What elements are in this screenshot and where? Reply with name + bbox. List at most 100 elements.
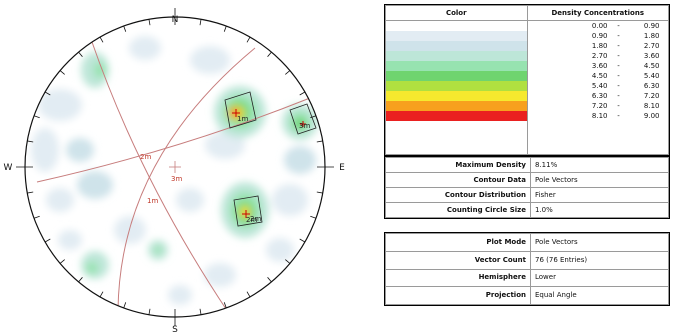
- legend-range-min: 1.80: [591, 41, 608, 50]
- degree-tick: [199, 308, 202, 315]
- degree-tick: [44, 91, 51, 96]
- legend-range-min: 2.70: [591, 51, 608, 60]
- degree-tick: [33, 215, 40, 219]
- legend-range-min: 6.30: [591, 91, 608, 100]
- legend-swatch: [386, 21, 527, 31]
- info-row: Contour Data Pole Vectors: [385, 172, 669, 188]
- degree-tick: [78, 277, 83, 283]
- degree-tick: [267, 277, 272, 283]
- legend-range-max: 7.20: [643, 91, 660, 100]
- degree-tick: [246, 291, 251, 298]
- degree-tick: [316, 191, 323, 194]
- legend-range-row: 4.50- 5.40: [528, 71, 669, 81]
- degree-ticks: [27, 19, 323, 315]
- legend-range-max: 0.90: [643, 21, 660, 30]
- degree-tick: [285, 70, 291, 75]
- degree-tick: [148, 308, 151, 315]
- info-value: Fisher: [530, 187, 669, 203]
- degree-tick: [285, 259, 291, 264]
- legend-range-dash: -: [617, 21, 620, 30]
- west-label: W: [4, 163, 13, 173]
- set-windows: [224, 91, 317, 227]
- info-value: 1.0%: [530, 202, 669, 218]
- legend-range-row: 1.80- 2.70: [528, 41, 669, 51]
- degree-tick: [44, 238, 51, 243]
- degree-tick: [123, 25, 127, 32]
- legend-range-min: 4.50: [591, 71, 608, 80]
- set-label: 3m: [299, 122, 310, 130]
- degree-tick: [299, 91, 306, 96]
- info-row: Maximum Density 8.11%: [385, 157, 669, 173]
- great-circles: [36, 41, 311, 313]
- legend-swatch: [386, 91, 527, 101]
- mean-pole-markers: [232, 109, 306, 218]
- stereonet-plot: N S W E 1m 2m 3m 2m 1m 3m 2m: [4, 8, 345, 334]
- degree-tick: [78, 51, 83, 57]
- degree-tick: [310, 215, 317, 219]
- plot-info-table: Plot Mode Pole Vectors Vector Count 76 (76 …: [384, 232, 670, 306]
- legend-range-dash: -: [617, 71, 620, 80]
- degree-tick: [148, 19, 151, 26]
- set-label: 2m: [250, 215, 261, 223]
- degree-tick: [27, 140, 34, 143]
- degree-tick: [59, 70, 65, 75]
- legend-range-max: 2.70: [643, 41, 660, 50]
- legend-ranges: 0.00-0.90 0.90-1.80 1.80-2.70 2.70-3.60 3.60…: [526, 20, 669, 155]
- density-legend: Color Density Concentrations 0.00-0.90 0.…: [384, 4, 670, 156]
- degree-tick: [199, 19, 202, 26]
- degree-tick: [59, 259, 65, 264]
- info-row: Contour Distribution Fisher: [385, 187, 669, 203]
- info-label: Counting Circle Size: [385, 202, 531, 218]
- info-value: Pole Vectors: [530, 172, 669, 188]
- info-label: Projection: [385, 286, 531, 305]
- info-value: 8.11%: [530, 157, 669, 173]
- legend-range-row: 0.90- 1.80: [528, 31, 669, 41]
- degree-tick: [246, 36, 251, 43]
- set-label: 2m: [246, 216, 257, 224]
- legend-range-max: 1.80: [643, 31, 660, 40]
- degree-tick: [99, 36, 104, 43]
- legend-swatch: [386, 41, 527, 51]
- info-label: Maximum Density: [385, 157, 531, 173]
- info-label: Contour Distribution: [385, 187, 531, 203]
- legend-swatch: [386, 61, 527, 71]
- legend-range-row: 3.60- 4.50: [528, 61, 669, 71]
- contour-info-table: Maximum Density 8.11% Contour Data Pole Vec…: [384, 156, 670, 219]
- legend-range-row: 6.30- 7.20: [528, 91, 669, 101]
- legend-range-row: 8.10- 9.00: [528, 111, 669, 121]
- info-label: Plot Mode: [385, 233, 531, 252]
- legend-range-dash: -: [617, 81, 620, 90]
- degree-tick: [316, 140, 323, 143]
- legend-swatch: [386, 31, 527, 41]
- legend-range-row: 5.40- 6.30: [528, 81, 669, 91]
- legend-range-dash: -: [617, 61, 620, 70]
- legend-range-min: 7.20: [591, 101, 608, 110]
- legend-swatch: [386, 111, 527, 121]
- legend-header-density: Density Concentrations: [526, 5, 669, 21]
- info-row: Projection Equal Angle: [385, 286, 669, 305]
- east-label: E: [339, 163, 345, 173]
- info-value: Lower: [530, 268, 669, 288]
- legend-range-dash: -: [617, 51, 620, 60]
- legend-range-min: 8.10: [591, 111, 608, 120]
- info-label: Contour Data: [385, 172, 531, 188]
- legend-range-max: 3.60: [643, 51, 660, 60]
- set-label: 3m: [171, 175, 182, 183]
- legend-range-min: 3.60: [591, 61, 608, 70]
- degree-tick: [267, 51, 272, 57]
- legend-range-max: 5.40: [643, 71, 660, 80]
- legend-range-dash: -: [617, 101, 620, 110]
- info-row: Plot Mode Pole Vectors: [385, 233, 669, 252]
- legend-range-max: 4.50: [643, 61, 660, 70]
- degree-tick: [123, 302, 127, 309]
- degree-tick: [27, 191, 34, 194]
- north-label: N: [172, 15, 179, 25]
- south-label: S: [172, 325, 178, 334]
- info-value: Pole Vectors: [530, 233, 669, 252]
- density-contours: [31, 36, 318, 313]
- legend-range-dash: -: [617, 111, 620, 120]
- legend-range-max: 9.00: [643, 111, 660, 120]
- info-label: Vector Count: [385, 250, 531, 270]
- set-label: 2m: [140, 153, 151, 161]
- legend-range-row: 7.20- 8.10: [528, 101, 669, 111]
